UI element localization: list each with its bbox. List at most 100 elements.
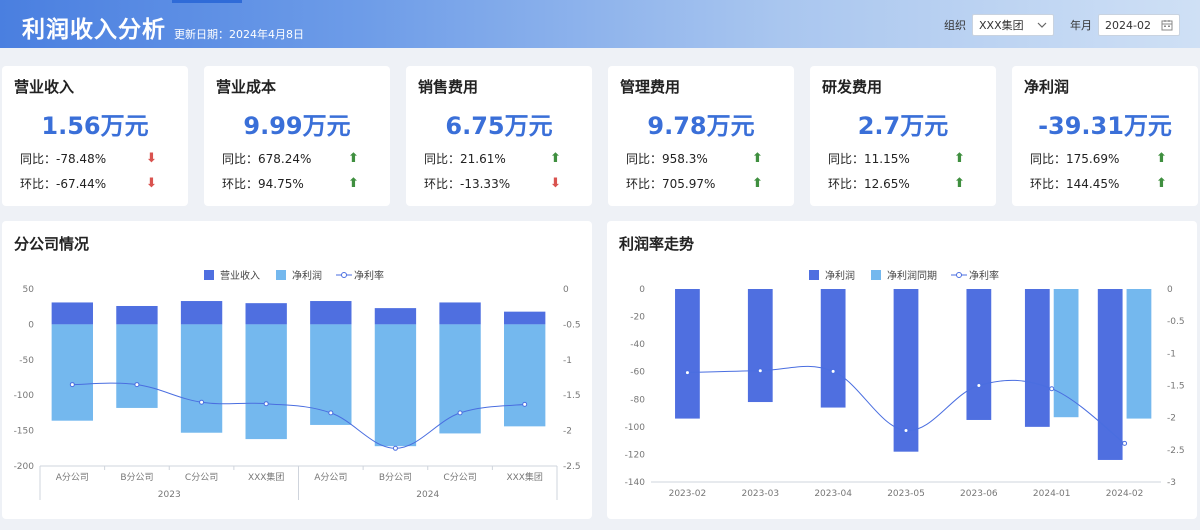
arrow-up-icon: ⬆ (550, 151, 561, 166)
y-left-tick-label: -200 (14, 462, 35, 472)
kpi-mom-value: 12.65% (864, 176, 910, 191)
kpi-card: 净利润 -39.31万元 同比： 175.69% ⬆ 环比： 144.45% ⬆ (1012, 66, 1198, 206)
y-left-tick-label: -100 (625, 423, 646, 433)
bar-净利润 (180, 324, 223, 433)
bar-净利润 (1024, 289, 1050, 427)
kpi-value: -39.31万元 (1038, 112, 1172, 140)
y-left-tick-label: -40 (630, 340, 645, 350)
bar-净利润 (374, 324, 417, 447)
bar-营业收入 (374, 308, 417, 325)
page-title: 利润收入分析 (22, 17, 166, 43)
bar-营业收入 (504, 311, 546, 325)
bar-营业收入 (245, 303, 287, 325)
branch-panel-title: 分公司情况 (14, 235, 90, 253)
y-right-tick-label: -2 (1167, 414, 1176, 424)
line-point (457, 410, 463, 416)
bar-净利润 (504, 324, 546, 427)
y-right-tick-label: -1 (1167, 349, 1176, 359)
x-tick-label: A分公司 (56, 472, 89, 483)
y-left-tick-label: -20 (630, 313, 645, 323)
arrow-up-icon: ⬆ (954, 176, 965, 191)
bar-营业收入 (310, 301, 352, 325)
arrow-up-icon: ⬆ (752, 151, 763, 166)
bar-净利润 (439, 324, 481, 434)
kpi-yoy: 同比： 678.24% ⬆ (222, 150, 359, 167)
header-banner: 利润收入分析 更新日期：2024年4月8日 组织 XXX集团 年月 2024-0… (0, 0, 1200, 48)
kpi-mom-value: -67.44% (56, 176, 107, 191)
y-left-tick-label: -60 (630, 368, 645, 378)
kpi-card: 研发费用 2.7万元 同比： 11.15% ⬆ 环比： 12.65% ⬆ (810, 66, 996, 206)
arrow-up-icon: ⬆ (954, 151, 965, 166)
y-right-tick-label: -1.5 (563, 391, 581, 401)
legend-swatch (276, 270, 286, 280)
bar-净利润同期 (1053, 289, 1079, 418)
kpi-yoy-value: 11.15% (864, 151, 910, 166)
y-right-tick-label: -2 (563, 427, 572, 437)
line-point (69, 382, 75, 388)
line-point (522, 401, 528, 407)
kpi-mom-label: 环比： (626, 177, 663, 191)
calendar-icon (1161, 20, 1173, 31)
line-point (757, 368, 763, 374)
kpi-yoy-value: 958.3% (662, 151, 708, 166)
x-tick-label: 2023-06 (960, 489, 998, 499)
bar-净利润 (116, 324, 158, 408)
filter-bar: 组织 XXX集团 年月 2024-02 (944, 14, 1180, 36)
y-right-tick-label: -2.5 (563, 462, 581, 472)
legend-label: 净利率 (354, 269, 384, 282)
kpi-mom-label: 环比： (1030, 177, 1067, 191)
kpi-mom: 环比： 144.45% ⬆ (1030, 175, 1167, 192)
y-right-tick-label: 0 (1167, 285, 1173, 295)
kpi-title: 销售费用 (418, 78, 479, 96)
line-point (684, 370, 690, 376)
active-tab-indicator (172, 0, 242, 3)
bar-净利润同期 (1126, 289, 1152, 419)
bar-营业收入 (116, 305, 158, 325)
bar-营业收入 (51, 302, 93, 325)
bar-净利润 (310, 324, 352, 425)
kpi-yoy: 同比： 958.3% ⬆ (626, 150, 763, 167)
kpi-yoy: 同比： 21.61% ⬆ (424, 150, 561, 167)
kpi-mom-label: 环比： (222, 177, 259, 191)
line-point (830, 368, 836, 374)
period-picker[interactable]: 2024-02 (1098, 14, 1180, 36)
branch-panel: 分公司情况 50 0 -50 -100 -150 -200 0 -0.5 -1 -1.5 -2 -2.… (2, 221, 592, 519)
bar-营业收入 (180, 301, 223, 325)
org-select[interactable]: XXX集团 (972, 14, 1054, 36)
x-tick-label: 2023-02 (669, 489, 707, 499)
y-left-tick-label: -150 (14, 427, 35, 437)
y-left-tick-label: -140 (625, 478, 646, 488)
kpi-card: 营业成本 9.99万元 同比： 678.24% ⬆ 环比： 94.75% ⬆ (204, 66, 390, 206)
arrow-up-icon: ⬆ (348, 176, 359, 191)
y-right-tick-label: -0.5 (563, 320, 581, 330)
line-point (1122, 440, 1128, 446)
kpi-title: 净利润 (1024, 78, 1070, 96)
y-right-tick-label: -1 (563, 356, 572, 366)
arrow-up-icon: ⬆ (1156, 176, 1167, 191)
bar-营业收入 (439, 302, 481, 325)
x-tick-label: C分公司 (443, 472, 476, 483)
period-value: 2024-02 (1105, 18, 1151, 32)
x-tick-label: 2023-03 (741, 489, 779, 499)
kpi-yoy-label: 同比： (626, 152, 663, 166)
bar-净利润 (966, 289, 992, 420)
legend-marker (956, 272, 962, 278)
trend-panel: 利润率走势 0 -20 -40 -60 -80 -100 -120 -140 0 -0.5 -1 -1… (607, 221, 1197, 519)
kpi-mom-value: 705.97% (662, 176, 716, 191)
x-tick-label: XXX集团 (248, 471, 285, 483)
kpi-yoy-label: 同比： (222, 152, 259, 166)
trend-chart: 0 -20 -40 -60 -80 -100 -120 -140 0 -0.5 -1 -1.5 -2 -2… (625, 269, 1185, 499)
line-point (328, 410, 334, 416)
line-point (903, 428, 909, 434)
y-right-tick-label: -1.5 (1167, 382, 1185, 392)
legend-marker (341, 272, 347, 278)
kpi-title: 营业成本 (216, 78, 277, 96)
kpi-yoy-label: 同比： (1030, 152, 1067, 166)
y-left-tick-label: -80 (630, 395, 645, 405)
line-point (263, 401, 269, 407)
x-tick-label: 2024-01 (1033, 489, 1071, 499)
trend-panel-title: 利润率走势 (619, 235, 695, 253)
kpi-yoy-label: 同比： (828, 152, 865, 166)
chevron-down-icon (1037, 22, 1047, 28)
kpi-mom-value: 94.75% (258, 176, 304, 191)
